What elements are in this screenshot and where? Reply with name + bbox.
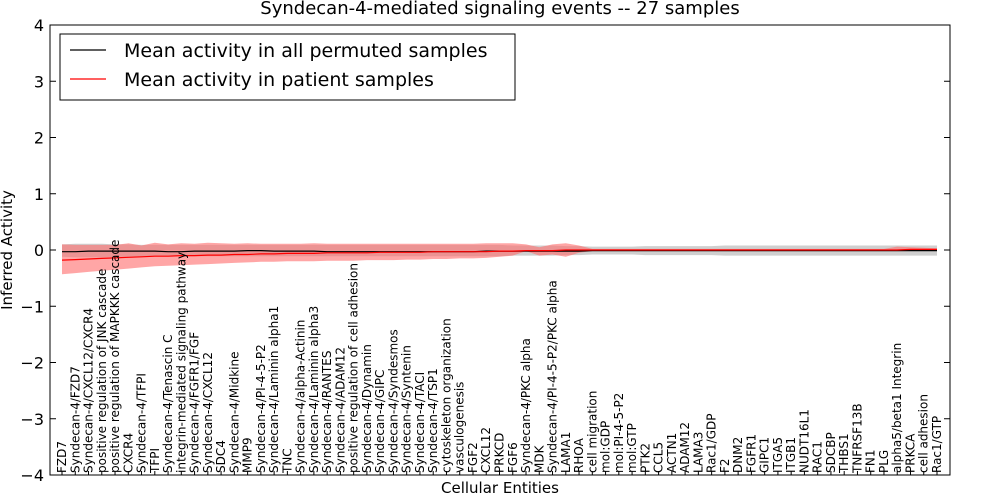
x-tick-label: DNM2 (731, 437, 745, 473)
x-tick-label: Syndecan-4/Laminin alpha1 (267, 306, 281, 473)
x-tick-label: Syndecan-4/Syndesmos (386, 329, 400, 473)
y-tick-label: 3 (34, 72, 44, 91)
x-tick-label: FZD7 (55, 441, 69, 473)
x-tick-label: integrin-mediated signaling pathway (174, 252, 188, 473)
y-tick-label: −2 (20, 354, 44, 373)
x-tick-label: cell migration (585, 391, 599, 473)
x-tick-label: RAC1 (811, 441, 825, 473)
x-tick-label: alpha5/beta1 Integrin (890, 343, 904, 473)
x-tick-label: SDC4 (214, 440, 228, 473)
x-tick-label: Syndecan-4/alpha-Actinin (294, 320, 308, 473)
x-tick-label: Syndecan-4/Dynamin (360, 344, 374, 473)
x-tick-label: Syndecan-4/CXCL12/CXCR4 (82, 308, 96, 473)
y-axis-label: Inferred Activity (0, 190, 16, 310)
x-tick-label: positive regulation of cell adhesion (347, 263, 361, 473)
x-tick-label: LAMA1 (559, 432, 573, 473)
x-tick-label: FN1 (864, 449, 878, 473)
x-tick-label: MMP9 (241, 437, 255, 473)
y-tick-label: −1 (20, 297, 44, 316)
y-tick-label: −3 (20, 410, 44, 429)
x-tick-label: FGFR1 (744, 434, 758, 473)
x-tick-label: ADAM12 (678, 422, 692, 473)
x-tick-label: Syndecan-4/TSP1 (426, 368, 440, 473)
x-tick-label: LAMA3 (691, 432, 705, 473)
y-axis: −4 −3 −2 −1 0 1 2 3 4 (20, 16, 950, 485)
x-tick-label: NUDT16L1 (797, 409, 811, 473)
x-tick-label: TNC (280, 448, 294, 474)
x-tick-label: cytoskeleton organization (440, 318, 454, 473)
legend-label-permuted: Mean activity in all permuted samples (124, 40, 487, 62)
x-tick-label: positive regulation of JNK cascade (95, 269, 109, 473)
plot-frame (49, 24, 951, 476)
line-patient (61, 248, 937, 261)
x-tick-label: Syndecan-4/Tenascin C (161, 334, 175, 473)
x-tick-label: Syndecan-4/PI-4-5-P2/PKC alpha (546, 280, 560, 473)
x-tick-label: Syndecan-4/PKC alpha (519, 338, 533, 473)
x-tick-label: Syndecan-4/Laminin alpha3 (307, 306, 321, 473)
x-tick-label: PTK2 (638, 443, 652, 473)
x-tick-label: Syndecan-4/TFPI (135, 373, 149, 473)
x-tick-label: Rac1/GDP (705, 414, 719, 473)
y-tick-label: 4 (34, 16, 44, 35)
x-tick-label: TNFRSF13B (851, 403, 865, 474)
x-axis-label: Cellular Entities (441, 479, 559, 497)
x-tick-label: Syndecan-4/RANTES (320, 351, 334, 473)
x-tick-label: mol:PI-4-5-P2 (612, 393, 626, 473)
x-tick-label: CXCL12 (479, 427, 493, 473)
x-tick-label: TFPI (148, 448, 162, 474)
x-tick-label: Syndecan-4/FGFR1/FGF (188, 332, 202, 473)
x-tick-label: RHOA (572, 437, 586, 473)
x-tick-label: FGF2 (466, 442, 480, 473)
chart-title: Syndecan-4-mediated signaling events -- … (260, 0, 739, 19)
x-tick-label: CCL5 (652, 442, 666, 473)
x-tick-label: CXCR4 (121, 433, 135, 473)
y-tick-label: 0 (34, 241, 44, 260)
x-tick-label: ACTN1 (665, 433, 679, 473)
x-tick-label: PRKCA (904, 433, 918, 473)
x-tick-label: mol:GTP (625, 423, 639, 473)
x-tick-label: Syndecan-4/Syntenin (400, 345, 414, 473)
x-tick-label: vasculogenesis (453, 382, 467, 473)
x-tick-label: Syndecan-4/FZD7 (68, 366, 82, 473)
legend-box (59, 33, 516, 101)
x-tick-label: FGF6 (506, 442, 520, 473)
x-tick-label: PLG (877, 450, 891, 473)
x-tick-label: Syndecan-4/Midkine (227, 352, 241, 473)
y-tick-label: 1 (34, 185, 44, 204)
y-tick-label: 2 (34, 129, 44, 148)
x-tick-label: Syndecan-4/CXCL12 (201, 352, 215, 473)
x-tick-label: Rac1/GTP (930, 416, 944, 473)
x-tick-label: MDK (532, 444, 546, 473)
x-tick-label: PRKCD (493, 433, 507, 473)
x-tick-label: ITGA5 (771, 437, 785, 473)
x-tick-label: GIPC1 (758, 437, 772, 473)
x-tick-label: cell adhesion (917, 394, 931, 473)
legend: Mean activity in all permuted samples Me… (59, 33, 516, 101)
x-axis: FZD7 Syndecan-4/FZD7 Syndecan-4/CXCL12/CXC… (55, 240, 944, 475)
x-tick-label: ITGB1 (784, 437, 798, 473)
x-tick-label: Syndecan-4/PI-4-5-P2 (254, 344, 268, 473)
x-tick-label: SDCBP (824, 432, 838, 473)
x-tick-label: THBS1 (837, 433, 851, 474)
x-tick-label: Syndecan-4/TACI (413, 372, 427, 473)
x-tick-label: Syndecan-4/ADAM12 (333, 347, 347, 473)
series-lines (61, 248, 937, 261)
x-tick-label: positive regulation of MAPKKK cascade (108, 240, 122, 473)
legend-label-patient: Mean activity in patient samples (124, 69, 434, 91)
x-tick-label: Syndecan-4/GIPC (373, 370, 387, 473)
x-tick-label: F2 (718, 458, 732, 473)
x-tick-label: mol:GDP (599, 421, 613, 473)
y-tick-label: −4 (20, 466, 44, 485)
